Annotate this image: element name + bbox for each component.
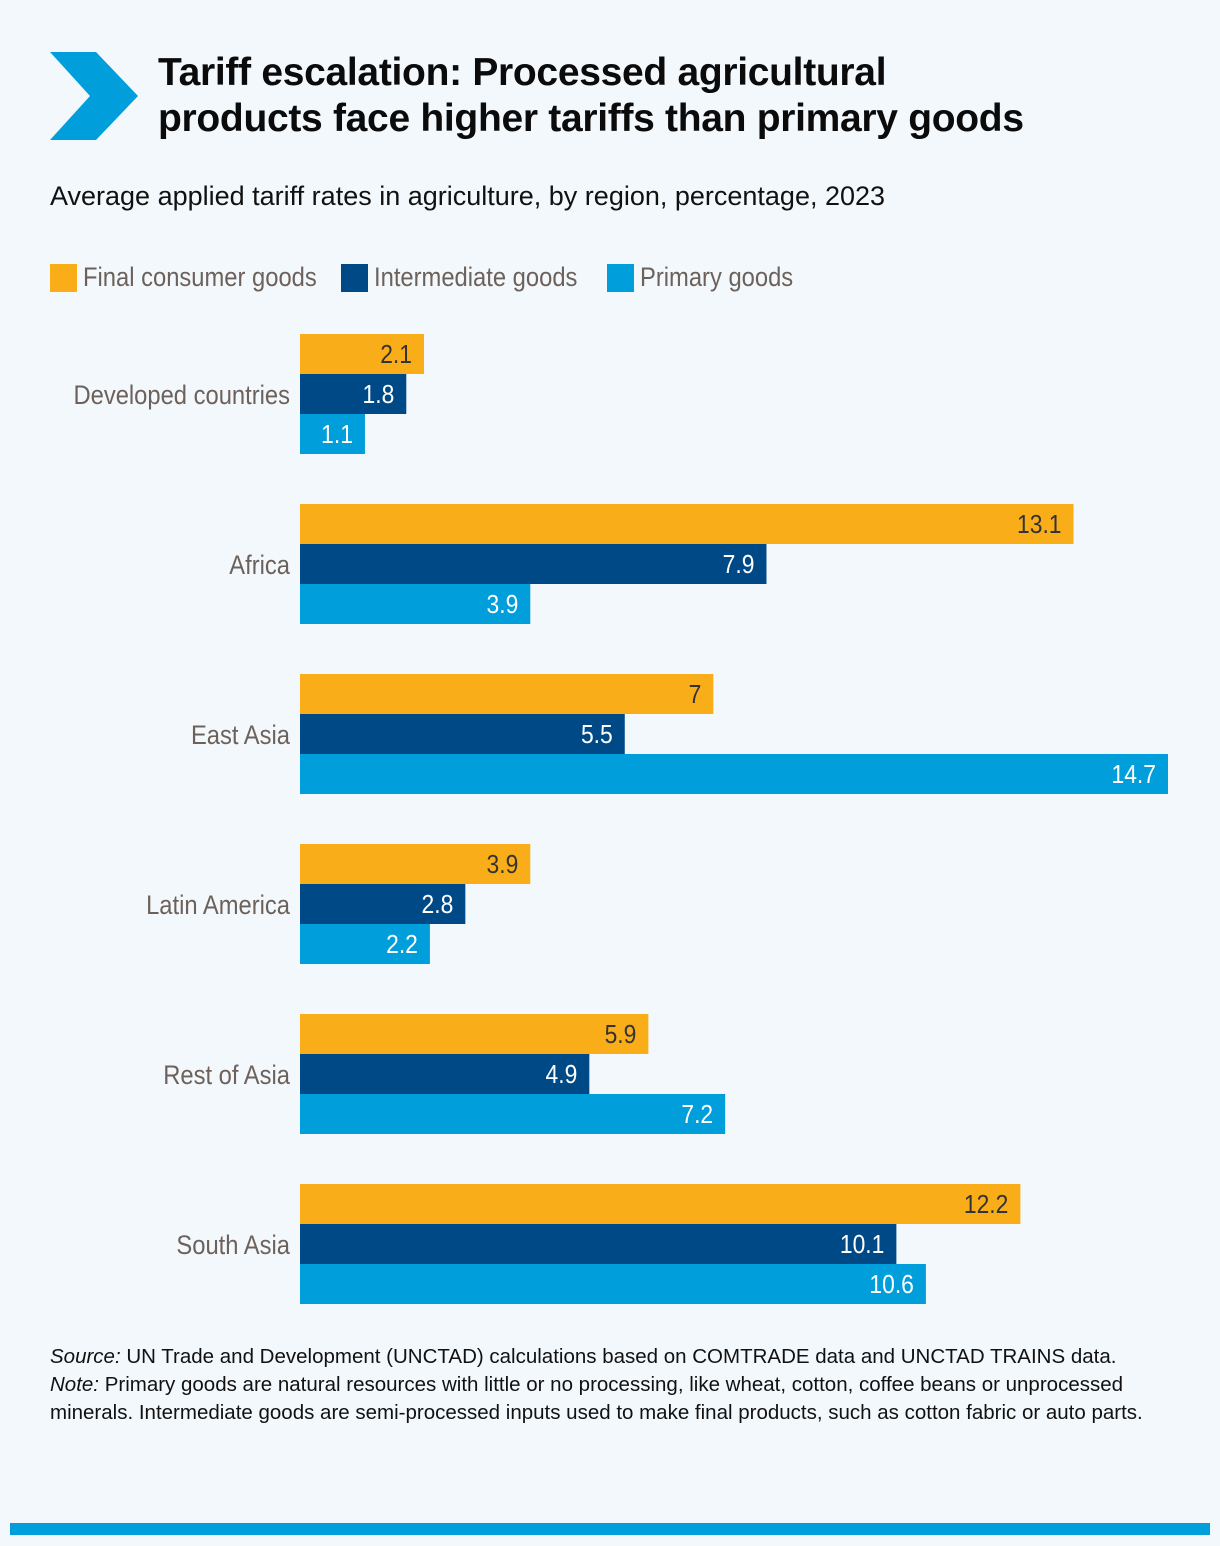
page-title: Tariff escalation: Processed agricultura… <box>158 50 1024 142</box>
chart-legend: Final consumer goods Intermediate goods … <box>50 262 834 293</box>
legend-label: Primary goods <box>639 262 793 292</box>
note-label: Note: <box>50 1373 99 1396</box>
bar-latin-america-final-consumer-goods[interactable] <box>300 844 531 884</box>
category-label: Developed countries <box>73 381 290 411</box>
bar-south-asia-intermediate-goods[interactable] <box>300 1224 897 1264</box>
bar-latin-america-intermediate-goods[interactable] <box>300 884 466 924</box>
legend-swatch-intermediate-goods <box>340 263 368 292</box>
legend-item-primary-goods[interactable]: Primary goods <box>606 262 814 293</box>
bar-east-asia-final-consumer-goods[interactable] <box>300 674 714 714</box>
source-label: Source: <box>50 1345 121 1368</box>
bar-developed-countries-intermediate-goods[interactable] <box>300 374 407 414</box>
bar-east-asia-intermediate-goods[interactable] <box>300 714 625 754</box>
bottom-rule <box>10 1523 1210 1535</box>
bar-south-asia-final-consumer-goods[interactable] <box>300 1184 1021 1224</box>
category-label: Rest of Asia <box>163 1061 291 1091</box>
bar-africa-intermediate-goods[interactable] <box>300 544 767 584</box>
title-line-2: products face higher tariffs than primar… <box>158 97 1024 140</box>
note-text: Primary goods are natural resources with… <box>50 1373 1143 1424</box>
legend-swatch-final-consumer-goods <box>50 263 77 292</box>
bar-africa-primary-goods[interactable] <box>300 584 531 624</box>
bar-east-asia-primary-goods[interactable] <box>300 754 1168 794</box>
bar-developed-countries-final-consumer-goods[interactable] <box>300 334 424 374</box>
bar-latin-america-primary-goods[interactable] <box>300 924 430 964</box>
legend-item-final-consumer-goods[interactable]: Final consumer goods <box>50 262 349 293</box>
bar-developed-countries-primary-goods[interactable] <box>300 414 365 454</box>
source-note: Source: UN Trade and Development (UNCTAD… <box>50 1343 1170 1371</box>
legend-item-intermediate-goods[interactable]: Intermediate goods <box>340 262 605 293</box>
bar-rest-of-asia-primary-goods[interactable] <box>300 1094 726 1134</box>
category-label: Africa <box>229 551 291 581</box>
legend-label: Intermediate goods <box>373 262 578 292</box>
category-label: South Asia <box>176 1231 290 1261</box>
legend-swatch-primary-goods <box>606 263 634 292</box>
chevron-right-icon <box>50 52 138 140</box>
bar-rest-of-asia-intermediate-goods[interactable] <box>300 1054 590 1094</box>
title-line-1: Tariff escalation: Processed agricultura… <box>158 51 887 94</box>
source-text: UN Trade and Development (UNCTAD) calcul… <box>120 1345 1117 1368</box>
bar-rest-of-asia-final-consumer-goods[interactable] <box>300 1014 649 1054</box>
category-label: East Asia <box>191 721 291 751</box>
category-label: Latin America <box>146 891 291 921</box>
bar-africa-final-consumer-goods[interactable] <box>300 504 1074 544</box>
bar-south-asia-primary-goods[interactable] <box>300 1264 926 1304</box>
chart-subtitle: Average applied tariff rates in agricult… <box>50 181 886 211</box>
legend-label: Final consumer goods <box>83 262 317 292</box>
explanatory-note: Note: Primary goods are natural resource… <box>50 1371 1170 1427</box>
footnote: Source: UN Trade and Development (UNCTAD… <box>50 1343 1170 1427</box>
